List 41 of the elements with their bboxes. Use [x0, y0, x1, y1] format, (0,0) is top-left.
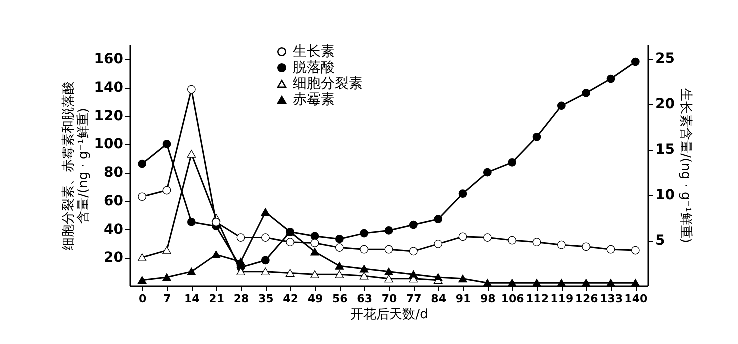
y2-tick-label: 25 [656, 51, 675, 68]
x-tick-label: 112 [526, 292, 549, 306]
x-tick-label: 56 [332, 292, 348, 306]
x-tick-label: 133 [600, 292, 623, 306]
legend-label: 脱落酸 [293, 60, 335, 76]
legend-label: 生长素 [293, 44, 335, 60]
x-tick-label: 70 [382, 292, 398, 306]
x-tick-label: 140 [624, 292, 648, 306]
y2-tick-label: 5 [656, 233, 666, 250]
x-tick-label: 119 [550, 292, 574, 306]
x-tick-label: 106 [501, 292, 525, 306]
y-tick-label: 140 [94, 80, 124, 96]
x-tick-label: 98 [480, 292, 496, 306]
x-tick-label: 28 [234, 292, 250, 306]
y-tick-label: 80 [104, 165, 124, 182]
y-tick-label: 100 [94, 136, 124, 153]
y2-tick-label: 20 [656, 96, 676, 113]
x-tick-label: 0 [139, 292, 148, 306]
y2-tick-label: 15 [656, 142, 675, 158]
x-tick-label: 14 [184, 292, 200, 306]
y2-tick-label: 10 [656, 188, 676, 204]
x-tick-label: 91 [456, 292, 472, 306]
y-tick-label: 60 [104, 193, 124, 210]
x-axis-title: 开花后天数/d [350, 308, 428, 322]
x-tick-label: 21 [209, 292, 224, 306]
legend-label: 赤霉素 [293, 92, 335, 108]
x-tick-label: 42 [283, 292, 298, 306]
y2-axis-title: 生长素含量/(ng · g⁻¹鲜重) [678, 88, 693, 244]
x-tick-label: 35 [258, 292, 274, 306]
y-tick-label: 160 [94, 52, 124, 68]
y-tick-label: 40 [104, 222, 124, 238]
y-axis-title: 细胞分裂素、赤霉素和脱落酸含量/(ng · g⁻¹鲜重) [61, 82, 92, 250]
x-tick-label: 63 [357, 292, 372, 306]
x-tick-label: 77 [406, 292, 422, 306]
y-tick-label: 120 [94, 108, 124, 124]
y-tick-label: 20 [104, 250, 124, 266]
x-tick-label: 7 [164, 292, 172, 306]
x-tick-label: 84 [431, 292, 447, 306]
legend-label: 细胞分裂素 [293, 76, 363, 92]
x-tick-label: 126 [575, 292, 599, 306]
x-tick-label: 49 [308, 292, 324, 306]
